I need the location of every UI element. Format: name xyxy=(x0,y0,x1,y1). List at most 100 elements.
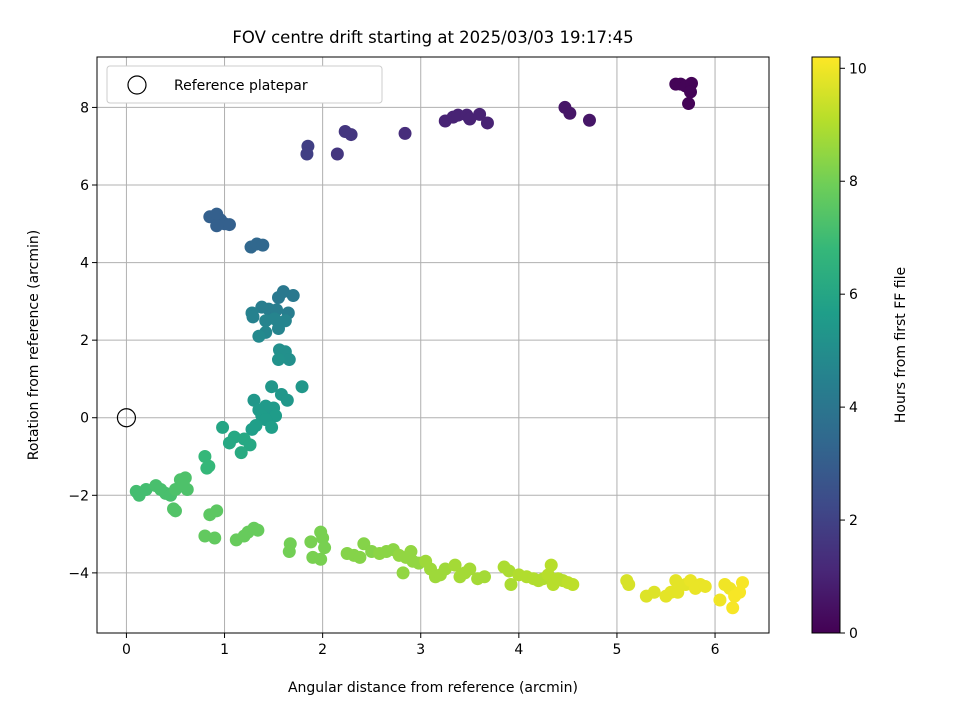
data-point xyxy=(282,545,296,559)
data-point xyxy=(563,106,577,120)
reference-point-marker xyxy=(116,408,137,428)
data-point xyxy=(198,529,212,543)
x-tick-label: 2 xyxy=(318,642,327,658)
data-point xyxy=(139,482,153,496)
data-point xyxy=(344,128,358,142)
data-point xyxy=(398,126,412,140)
y-axis-label: Rotation from reference (arcmin) xyxy=(26,230,42,460)
colorbar-label: Hours from first FF file xyxy=(893,267,909,423)
x-tick-label: 3 xyxy=(416,642,425,658)
data-point xyxy=(318,541,332,555)
data-point xyxy=(265,420,279,434)
x-axis-ticks: 0 1 2 3 4 5 6 xyxy=(122,633,720,658)
data-point xyxy=(246,310,260,324)
legend-box xyxy=(106,65,383,104)
data-point xyxy=(480,116,494,130)
grid-lines xyxy=(97,57,769,633)
data-point xyxy=(330,147,344,161)
legend-entry-reference-platepar: Reference platepar xyxy=(174,78,308,94)
data-point xyxy=(255,300,269,314)
colorbar-tick-label: 6 xyxy=(849,287,858,303)
data-point xyxy=(736,576,750,590)
y-tick-label: 8 xyxy=(80,100,89,116)
data-point xyxy=(698,579,712,593)
data-point xyxy=(478,570,492,584)
data-point xyxy=(245,422,259,436)
data-point xyxy=(280,393,294,407)
data-point xyxy=(222,436,236,450)
data-point xyxy=(256,238,270,252)
data-point xyxy=(438,562,452,576)
data-point xyxy=(353,550,367,564)
data-point xyxy=(271,290,285,304)
data-point xyxy=(682,97,696,111)
data-point xyxy=(282,353,296,367)
colorbar-tick-label: 2 xyxy=(849,513,858,529)
data-point xyxy=(168,504,182,518)
data-point xyxy=(271,322,285,336)
data-point xyxy=(216,420,230,434)
legend-marker-icon xyxy=(127,75,147,95)
colorbar-tick-label: 10 xyxy=(849,61,867,77)
data-point xyxy=(448,558,462,572)
y-tick-label: −4 xyxy=(68,566,89,582)
x-tick-label: 6 xyxy=(711,642,720,658)
data-point xyxy=(210,219,224,233)
x-axis-label: Angular distance from reference (arcmin) xyxy=(288,680,578,696)
x-tick-label: 4 xyxy=(514,642,523,658)
colorbar-tick-label: 4 xyxy=(849,400,858,416)
data-point xyxy=(222,218,236,232)
data-point xyxy=(726,601,740,615)
data-points xyxy=(129,76,750,615)
data-point xyxy=(669,574,683,588)
y-tick-label: 4 xyxy=(80,256,89,272)
y-tick-label: −2 xyxy=(68,488,89,504)
data-point xyxy=(247,393,261,407)
data-point xyxy=(566,578,580,592)
data-point xyxy=(404,545,418,559)
data-point xyxy=(622,578,636,592)
data-point xyxy=(504,578,518,592)
x-tick-label: 0 xyxy=(122,642,131,658)
colorbar-tick-label: 8 xyxy=(849,174,858,190)
data-point xyxy=(713,593,727,607)
data-point xyxy=(269,409,283,423)
data-point xyxy=(396,566,410,580)
x-tick-label: 1 xyxy=(220,642,229,658)
data-point xyxy=(300,147,314,161)
data-point xyxy=(647,585,661,599)
chart-title: FOV centre drift starting at 2025/03/03 … xyxy=(232,28,633,47)
data-point xyxy=(271,353,285,367)
y-tick-label: 2 xyxy=(80,333,89,349)
y-axis-ticks: −4 −2 0 2 4 6 8 xyxy=(68,100,97,582)
plot-frame xyxy=(96,56,770,634)
y-tick-label: 6 xyxy=(80,178,89,194)
legend: Reference platepar xyxy=(106,65,383,104)
data-point xyxy=(295,380,309,394)
data-point xyxy=(502,564,516,578)
data-point xyxy=(234,446,248,460)
colorbar: 0 2 4 6 8 10 Hours from first FF file xyxy=(811,56,909,642)
data-point xyxy=(210,504,224,518)
data-point xyxy=(251,523,265,537)
data-point xyxy=(243,438,257,452)
data-point xyxy=(582,113,596,127)
data-point xyxy=(463,562,477,576)
y-tick-label: 0 xyxy=(80,411,89,427)
data-point xyxy=(544,558,558,572)
data-point xyxy=(265,380,279,394)
data-point xyxy=(463,112,477,126)
x-tick-label: 5 xyxy=(612,642,621,658)
data-point xyxy=(684,85,698,99)
data-point xyxy=(316,531,330,545)
colorbar-gradient xyxy=(811,56,841,634)
data-point xyxy=(252,329,266,343)
data-point xyxy=(180,482,194,496)
reference-marker xyxy=(116,408,137,428)
colorbar-ticks: 0 2 4 6 8 10 xyxy=(840,61,867,642)
data-point xyxy=(202,459,216,473)
colorbar-tick-label: 0 xyxy=(849,626,858,642)
data-point xyxy=(286,289,300,303)
data-point xyxy=(314,552,328,566)
